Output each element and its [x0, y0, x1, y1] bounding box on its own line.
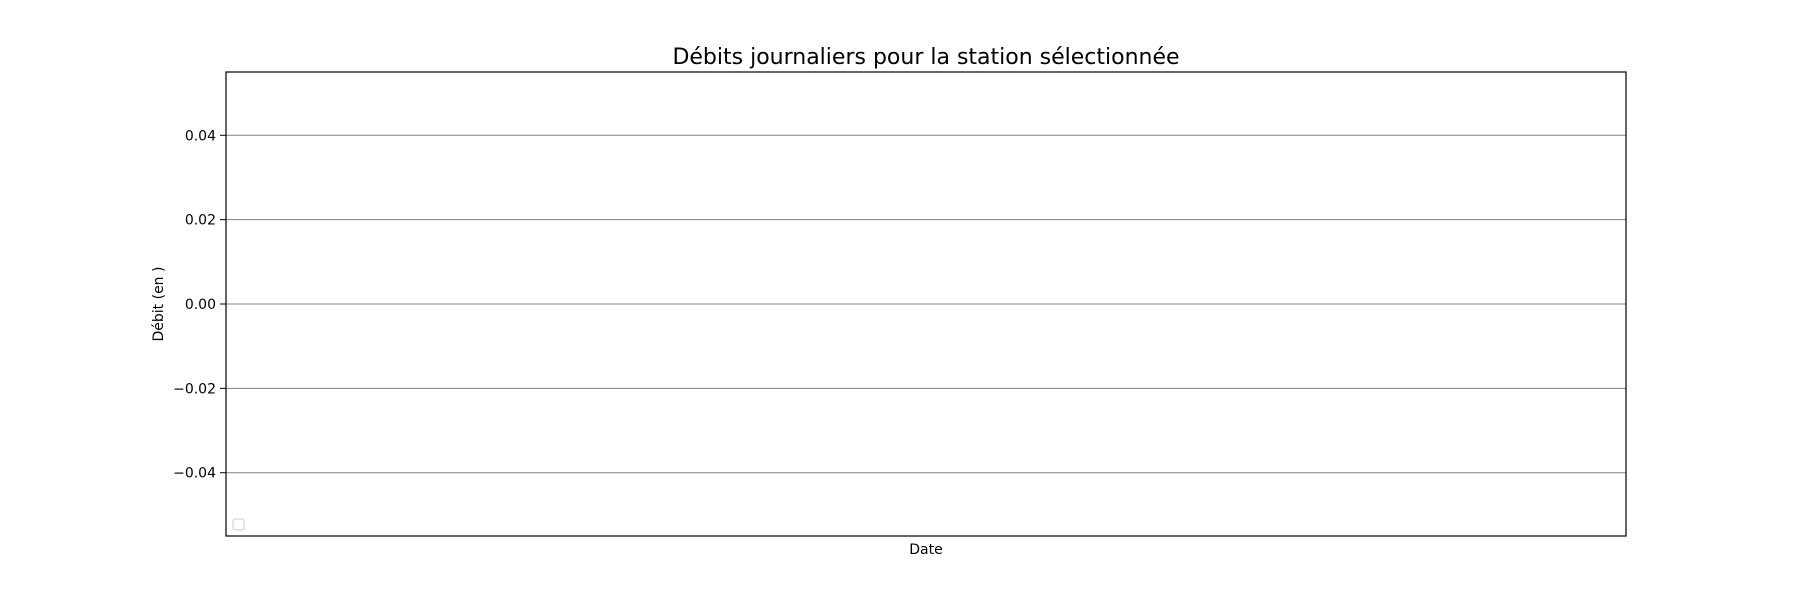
x-axis-label: Date — [909, 542, 942, 558]
y-tick-label: 0.00 — [185, 297, 216, 313]
legend-box — [232, 518, 245, 531]
y-tick-label: −0.02 — [173, 381, 216, 397]
y-axis-label: Débit (en ) — [151, 267, 167, 342]
grid-lines — [226, 134, 1626, 474]
y-tick-label: −0.04 — [173, 466, 216, 482]
y-tick-label: 0.04 — [185, 128, 216, 144]
y-axis-ticks: 0.04 0.02 0.00 −0.02 −0.04 — [173, 128, 226, 482]
y-tick-label: 0.02 — [185, 213, 216, 229]
chart-title: Débits journaliers pour la station sélec… — [672, 45, 1179, 70]
